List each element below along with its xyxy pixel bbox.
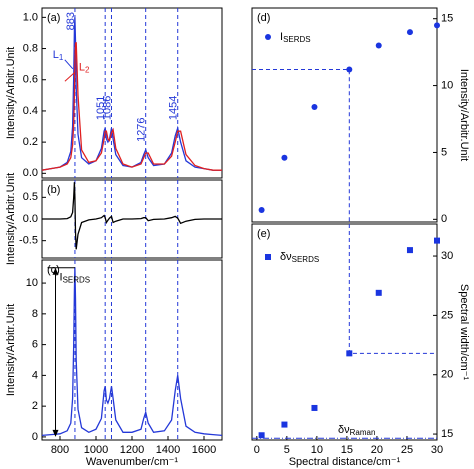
x-tick-label: 10 <box>311 444 323 456</box>
data-point <box>375 289 382 296</box>
data-point <box>346 66 353 73</box>
y-tick-label: 25 <box>441 309 453 321</box>
x-tick-label: 0 <box>254 444 260 456</box>
data-point <box>434 237 440 244</box>
y-tick-label: 5 <box>441 146 447 158</box>
guide-line <box>348 224 437 354</box>
data-point <box>311 103 318 110</box>
data-point <box>375 42 382 49</box>
data-point <box>281 154 288 161</box>
legend-label-sub: SERDS <box>283 35 311 44</box>
peak-label: 1454 <box>168 96 180 120</box>
annotation-label-main: I <box>60 272 63 284</box>
plot-frame <box>251 223 438 441</box>
data-point <box>311 404 318 411</box>
guide-line <box>252 69 350 222</box>
x-axis-label: Spectral distance/cm⁻¹ <box>289 456 401 468</box>
x-tick-label: 30 <box>431 444 443 456</box>
panel-label: (e) <box>257 228 270 240</box>
data-point <box>258 206 265 213</box>
x-axis-label: Wavenumber/cm⁻¹ <box>86 456 179 468</box>
y-tick-label: 6 <box>32 339 38 351</box>
panel-label: (a) <box>47 12 60 24</box>
reference-label-main: δν <box>338 424 350 436</box>
y-tick-label: -0.5 <box>19 235 38 247</box>
legend-label-sub: 2 <box>85 65 90 74</box>
y-axis-label: Spectral width/cm⁻¹ <box>458 284 470 381</box>
legend-label: ISERDS <box>280 31 311 44</box>
y-tick-label: 0.2 <box>23 136 38 148</box>
y-tick-label: 0 <box>32 431 38 443</box>
y-tick-label: 0.4 <box>23 105 38 117</box>
peak-label: 883 <box>65 12 77 30</box>
y-tick-label: 0.8 <box>23 42 38 54</box>
legend-label-main: L <box>79 61 85 73</box>
legend-label: L1 <box>53 49 64 62</box>
y-tick-label: 0 <box>441 213 447 225</box>
data-point <box>406 29 413 36</box>
y-tick-label: 15 <box>441 13 453 25</box>
y-axis-label: Intensity/Arbitr.Unit <box>5 173 17 265</box>
spectrum-line <box>41 267 223 437</box>
peak-label: 1276 <box>136 117 148 141</box>
legend-label-sub: SERDS <box>292 255 320 264</box>
y-tick-label: 0.5 <box>23 191 38 203</box>
legend-marker <box>265 254 271 260</box>
data-point <box>281 421 288 428</box>
spectrum-line <box>41 17 222 171</box>
y-tick-label: 1.0 <box>23 11 38 23</box>
plot-frame <box>251 7 438 223</box>
legend-marker <box>265 34 271 40</box>
legend-leader <box>64 71 76 82</box>
x-tick-label: 1000 <box>84 444 108 456</box>
y-tick-label: 2 <box>32 400 38 412</box>
legend-label-main: L <box>53 49 59 61</box>
y-axis-label: Intensity/Arbitr.Unit <box>5 304 17 396</box>
y-tick-label: 20 <box>441 369 453 381</box>
y-tick-label: 8 <box>32 308 38 320</box>
x-tick-label: 15 <box>341 444 353 456</box>
y-tick-label: 0.0 <box>23 213 38 225</box>
spectrum-line <box>41 42 222 171</box>
annotation-label: ISERDS <box>60 272 91 285</box>
peak-label: 1051 <box>95 96 107 120</box>
y-axis-label: Intensity/Arbitr.Unit <box>458 69 470 161</box>
x-tick-label: 1600 <box>192 444 216 456</box>
y-tick-label: 10 <box>26 277 38 289</box>
x-tick-label: 20 <box>371 444 383 456</box>
x-tick-label: 5 <box>284 444 290 456</box>
y-tick-label: 0.0 <box>23 167 38 179</box>
reference-label: δνRaman <box>338 424 375 437</box>
legend-label-main: I <box>280 31 283 43</box>
spectrum-line <box>42 182 222 250</box>
panel-label: (d) <box>257 12 270 24</box>
panel-label: (b) <box>47 184 60 196</box>
data-point <box>406 247 413 254</box>
y-tick-label: 15 <box>441 428 453 440</box>
y-tick-label: 4 <box>32 369 38 381</box>
x-tick-label: 800 <box>51 444 69 456</box>
reference-label-sub: Raman <box>350 428 376 437</box>
y-tick-label: 10 <box>441 79 453 91</box>
x-tick-label: 1200 <box>120 444 144 456</box>
legend-label-sub: 1 <box>59 53 64 62</box>
annotation-label-sub: SERDS <box>63 276 91 285</box>
legend-label-main: δν <box>280 251 292 263</box>
data-point <box>258 432 265 439</box>
x-tick-label: 25 <box>401 444 413 456</box>
legend-label: L2 <box>79 61 90 74</box>
data-point <box>434 22 440 29</box>
y-axis-label: Intensity/Arbitr.Unit <box>5 47 17 139</box>
legend-label: δνSERDS <box>280 251 319 264</box>
x-tick-label: 1400 <box>156 444 180 456</box>
y-tick-label: 0.6 <box>23 74 38 86</box>
peak-label: 1086 <box>101 96 113 120</box>
plot-frame <box>41 7 223 179</box>
y-tick-label: 30 <box>441 250 453 262</box>
plot-frame <box>41 259 223 441</box>
legend-leader <box>64 59 74 70</box>
